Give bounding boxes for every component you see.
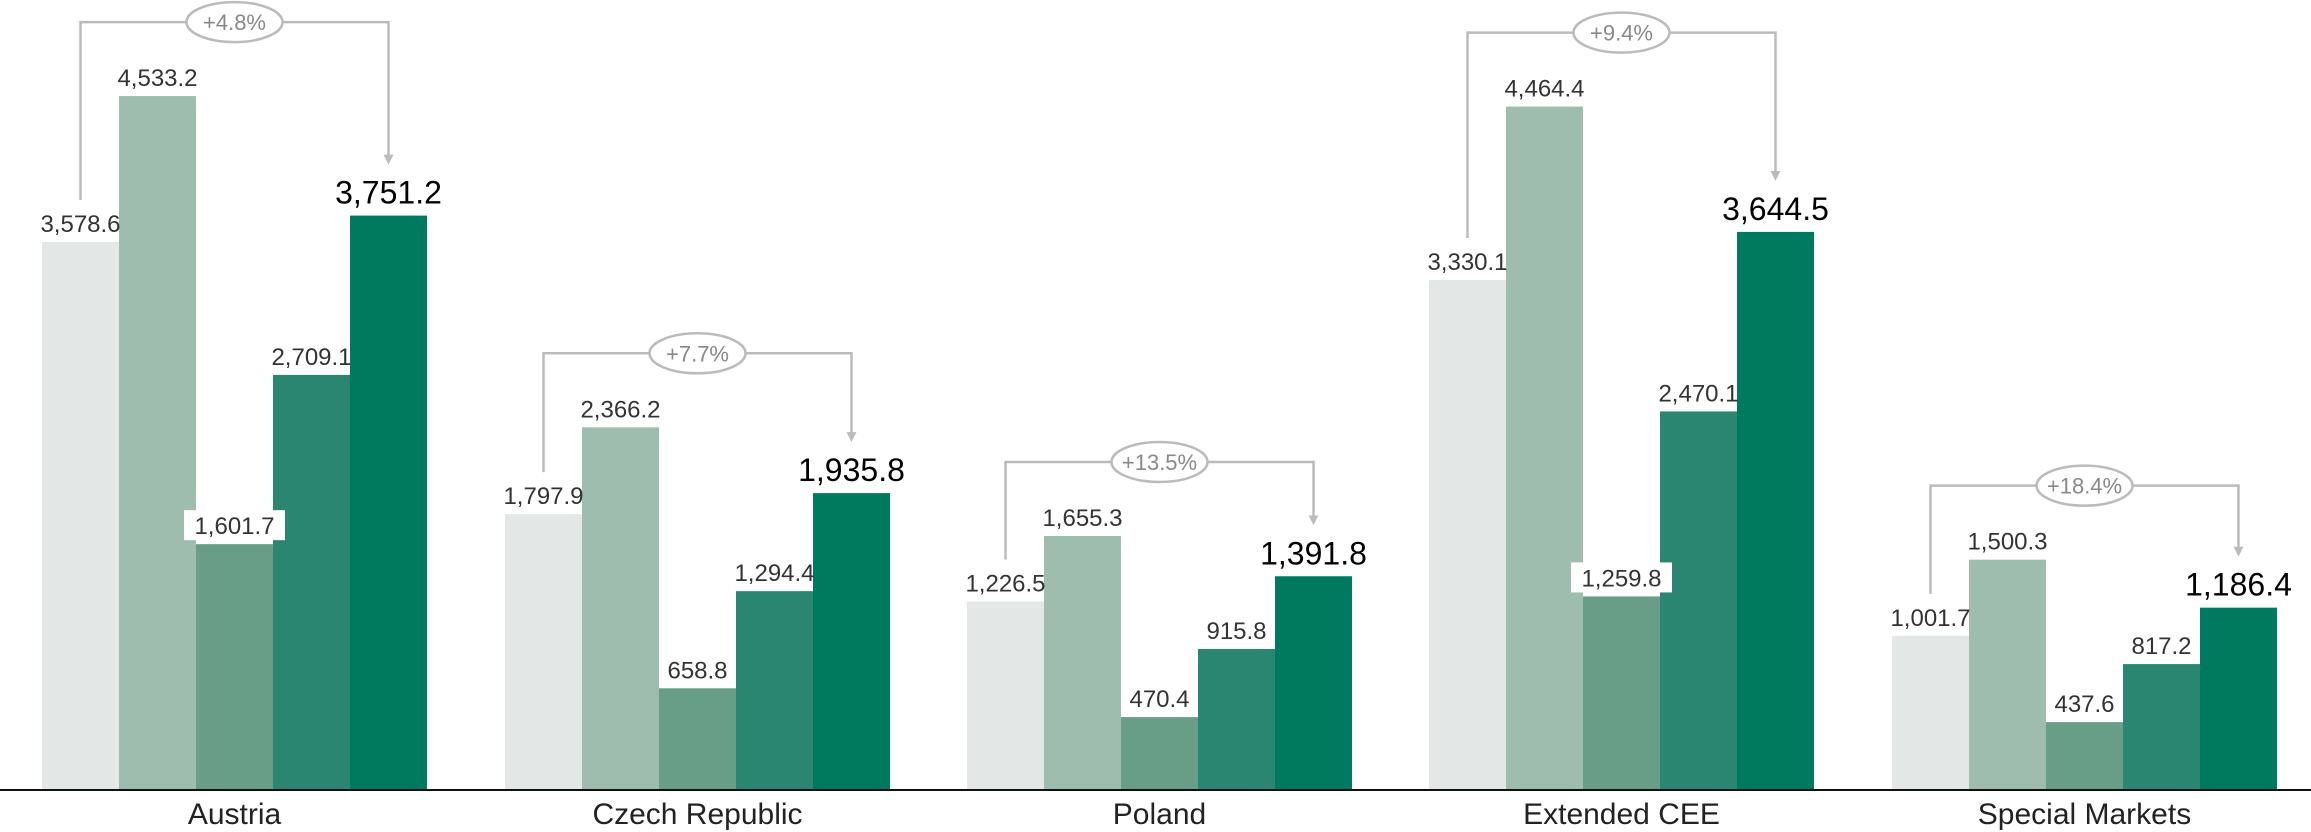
bar-5-4 (2123, 664, 2200, 789)
bar-2-3 (659, 688, 736, 789)
bar-2-1 (505, 514, 582, 789)
bar-4-1 (1429, 279, 1506, 789)
value-label-2-3: 658.8 (667, 657, 727, 684)
bar-1-3 (196, 544, 273, 789)
value-label-3-5: 1,391.8 (1260, 535, 1367, 571)
value-labels-layer: 3,578.6 4,533.2 1,601.7 2,709.1 3,751.2 1,797… (40, 65, 2292, 719)
value-label-4-4: 2,470.1 (1658, 380, 1738, 407)
value-label-bg (184, 510, 285, 541)
value-label-4-5: 3,644.5 (1722, 191, 1829, 227)
value-label-3-4: 915.8 (1206, 618, 1266, 645)
value-label-3-1: 1,226.5 (965, 571, 1045, 598)
bar-5-3 (2046, 722, 2123, 789)
bar-2-4 (736, 591, 813, 789)
value-label-3-2: 1,655.3 (1042, 505, 1122, 532)
bar-4-2 (1506, 106, 1583, 789)
bar-5-5 (2200, 607, 2277, 789)
bar-4-5 (1737, 231, 1814, 790)
value-label-bg (660, 654, 735, 685)
value-label-2-1: 1,797.9 (503, 483, 583, 510)
bar-3-4 (1198, 649, 1275, 789)
value-label-5-3: 437.6 (2054, 691, 2114, 718)
bar-3-2 (1044, 535, 1121, 789)
growth-badge-5 (2035, 464, 2134, 507)
value-label-4-2: 4,464.4 (1504, 76, 1584, 103)
growth-label-2: +7.7% (666, 341, 729, 366)
value-label-2-2: 2,366.2 (580, 396, 660, 423)
bar-4-4 (1660, 411, 1737, 789)
category-label-5: Special Markets (1978, 798, 2191, 831)
bar-5-1 (1892, 635, 1969, 789)
value-label-bg (1122, 683, 1197, 714)
bar-5-2 (1969, 559, 2046, 789)
value-label-4-1: 3,330.1 (1427, 249, 1507, 276)
growth-label-1: +4.8% (203, 10, 266, 35)
category-labels-layer: Austria Czech Republic Poland Extended CEE S… (188, 798, 2191, 831)
category-label-2: Czech Republic (592, 798, 802, 831)
bar-3-1 (967, 601, 1044, 789)
category-label-1: Austria (188, 798, 282, 831)
bars-layer (42, 96, 2277, 790)
growth-label-5: +18.4% (2047, 474, 2122, 499)
value-label-1-2: 4,533.2 (117, 65, 197, 92)
bar-1-4 (273, 374, 350, 789)
value-label-3-3: 470.4 (1129, 686, 1189, 713)
bar-4-3 (1583, 596, 1660, 789)
growth-badge-4 (1572, 11, 1671, 54)
bar-1-2 (119, 96, 196, 790)
growth-annotations-layer: +4.8% +7.7% +13.5% +9.4% +18.4% (79, 0, 2244, 594)
bar-1-1 (42, 241, 119, 790)
value-label-1-1: 3,578.6 (40, 211, 120, 238)
bar-2-5 (813, 493, 890, 789)
value-label-5-4: 817.2 (2131, 633, 2191, 660)
growth-badge-3 (1110, 440, 1209, 484)
category-label-4: Extended CEE (1523, 798, 1720, 831)
value-label-bg (1571, 562, 1672, 593)
value-label-1-4: 2,709.1 (271, 344, 351, 371)
value-label-5-1: 1,001.7 (1890, 605, 1970, 632)
value-label-2-5: 1,935.8 (798, 452, 905, 488)
bar-3-3 (1121, 717, 1198, 789)
bar-2-2 (582, 427, 659, 789)
value-label-bg (2047, 688, 2122, 719)
value-label-5-5: 1,186.4 (2185, 567, 2292, 603)
bar-3-5 (1275, 576, 1352, 789)
bar-1-5 (350, 215, 427, 789)
growth-badge-1 (185, 0, 284, 44)
category-label-3: Poland (1113, 798, 1206, 831)
value-label-1-5: 3,751.2 (335, 175, 442, 211)
growth-label-3: +13.5% (1122, 450, 1197, 475)
value-label-2-4: 1,294.4 (734, 560, 814, 587)
value-label-4-3: 1,259.8 (1581, 565, 1661, 592)
value-label-5-2: 1,500.3 (1967, 529, 2047, 556)
growth-label-4: +9.4% (1590, 21, 1653, 46)
growth-badge-2 (648, 332, 747, 375)
value-label-1-3: 1,601.7 (194, 513, 274, 540)
